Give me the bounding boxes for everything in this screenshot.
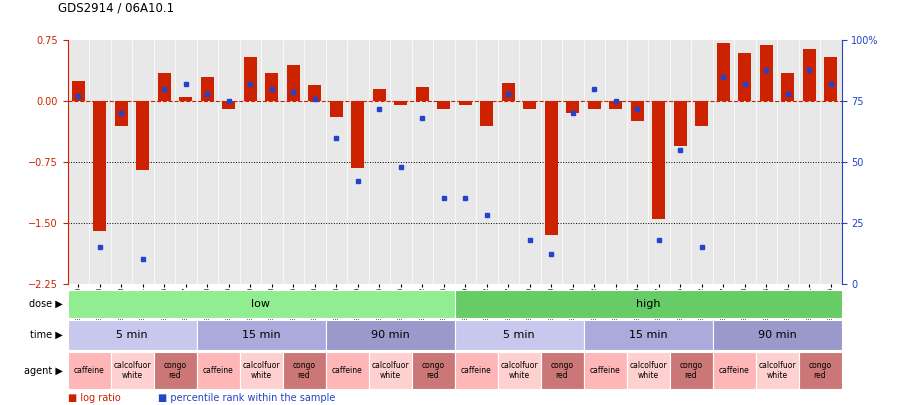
Text: calcolfuor
white: calcolfuor white: [500, 361, 538, 380]
Bar: [760, 45, 773, 101]
Bar: [631, 101, 644, 122]
Bar: [196, 352, 239, 389]
Bar: [68, 320, 196, 350]
Bar: [454, 352, 498, 389]
Text: caffeine: caffeine: [202, 366, 233, 375]
Bar: [588, 101, 600, 109]
Bar: [626, 352, 670, 389]
Bar: [713, 320, 842, 350]
Text: 5 min: 5 min: [116, 330, 148, 340]
Text: high: high: [635, 299, 661, 309]
Bar: [411, 352, 454, 389]
Bar: [72, 81, 85, 101]
Text: 90 min: 90 min: [371, 330, 410, 340]
Text: calcolfuor
white: calcolfuor white: [758, 361, 796, 380]
Bar: [454, 290, 842, 318]
Bar: [68, 290, 454, 318]
Bar: [309, 85, 321, 101]
Bar: [244, 57, 256, 101]
Text: ■ log ratio: ■ log ratio: [68, 393, 121, 403]
Bar: [755, 352, 798, 389]
Bar: [326, 320, 454, 350]
Text: GDS2914 / 06A10.1: GDS2914 / 06A10.1: [58, 1, 175, 14]
Bar: [416, 87, 428, 101]
Text: 90 min: 90 min: [758, 330, 796, 340]
Text: congo
red: congo red: [551, 361, 573, 380]
Bar: [115, 101, 128, 126]
Text: congo
red: congo red: [292, 361, 316, 380]
Bar: [609, 101, 622, 109]
Bar: [713, 352, 755, 389]
Bar: [566, 101, 580, 113]
Bar: [68, 352, 111, 389]
Bar: [373, 89, 386, 101]
Bar: [394, 101, 407, 105]
Text: congo
red: congo red: [164, 361, 186, 380]
Text: dose ▶: dose ▶: [29, 299, 63, 309]
Bar: [158, 73, 171, 101]
Bar: [652, 101, 665, 219]
Bar: [781, 73, 794, 101]
Bar: [329, 101, 343, 117]
Text: caffeine: caffeine: [74, 366, 104, 375]
Bar: [738, 53, 752, 101]
Bar: [111, 352, 154, 389]
Text: agent ▶: agent ▶: [24, 366, 63, 375]
Text: congo
red: congo red: [680, 361, 703, 380]
Bar: [481, 101, 493, 126]
Bar: [437, 101, 450, 109]
Text: caffeine: caffeine: [718, 366, 750, 375]
Bar: [498, 352, 541, 389]
Bar: [239, 352, 283, 389]
Text: caffeine: caffeine: [331, 366, 363, 375]
Bar: [696, 101, 708, 126]
Text: ■ percentile rank within the sample: ■ percentile rank within the sample: [158, 393, 335, 403]
Bar: [523, 101, 536, 109]
Bar: [459, 101, 472, 105]
Text: 15 min: 15 min: [242, 330, 280, 340]
Text: 5 min: 5 min: [503, 330, 535, 340]
Bar: [94, 101, 106, 231]
Bar: [222, 101, 235, 109]
Bar: [716, 43, 730, 101]
Bar: [803, 49, 815, 101]
Text: time ▶: time ▶: [31, 330, 63, 340]
Bar: [544, 101, 558, 235]
Bar: [351, 101, 364, 168]
Bar: [541, 352, 583, 389]
Text: caffeine: caffeine: [461, 366, 491, 375]
Text: congo
red: congo red: [421, 361, 445, 380]
Bar: [201, 77, 213, 101]
Bar: [326, 352, 368, 389]
Text: 15 min: 15 min: [629, 330, 667, 340]
Bar: [287, 65, 300, 101]
Bar: [670, 352, 713, 389]
Text: caffeine: caffeine: [590, 366, 620, 375]
Text: congo
red: congo red: [808, 361, 832, 380]
Text: calcolfuor
white: calcolfuor white: [371, 361, 409, 380]
Bar: [798, 352, 842, 389]
Bar: [136, 101, 149, 170]
Text: calcolfuor
white: calcolfuor white: [629, 361, 667, 380]
Bar: [283, 352, 326, 389]
Bar: [674, 101, 687, 146]
Bar: [824, 57, 837, 101]
Bar: [266, 73, 278, 101]
Bar: [583, 320, 713, 350]
Bar: [179, 97, 193, 101]
Text: calcolfuor
white: calcolfuor white: [242, 361, 280, 380]
Text: low: low: [251, 299, 271, 309]
Bar: [583, 352, 626, 389]
Bar: [196, 320, 326, 350]
Bar: [502, 83, 515, 101]
Bar: [368, 352, 411, 389]
Bar: [154, 352, 196, 389]
Bar: [454, 320, 583, 350]
Text: calcolfuor
white: calcolfuor white: [113, 361, 151, 380]
